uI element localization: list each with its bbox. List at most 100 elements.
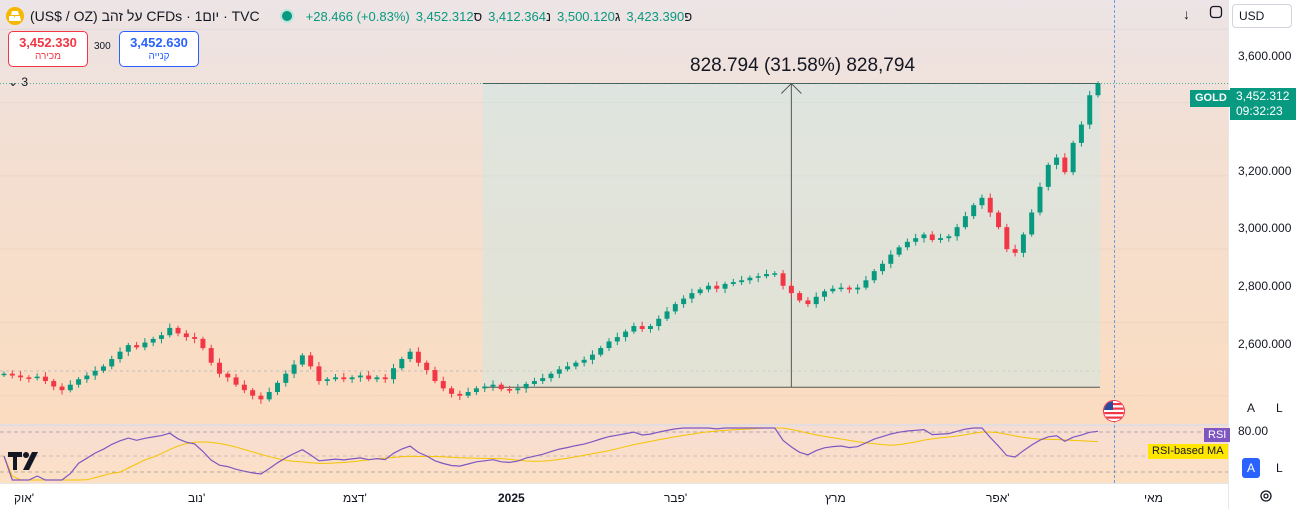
rsi-tag: RSI xyxy=(1204,428,1231,442)
candlestick-chart[interactable] xyxy=(0,0,1228,483)
candle xyxy=(1029,212,1035,235)
candle xyxy=(1020,234,1026,253)
candle xyxy=(822,291,827,297)
candle xyxy=(473,388,479,393)
crosshair-vertical xyxy=(1114,0,1115,483)
candle xyxy=(540,378,546,382)
candle xyxy=(34,376,40,379)
candle xyxy=(333,377,339,380)
fullscreen-icon[interactable] xyxy=(1209,5,1223,22)
candle xyxy=(921,234,927,239)
indicators-count: 3 xyxy=(21,75,29,89)
candle xyxy=(158,335,164,339)
candle xyxy=(573,362,579,367)
candle xyxy=(647,326,653,330)
time-label: מרץ xyxy=(825,491,846,505)
candle xyxy=(672,304,678,312)
open-value: 3,423.390 xyxy=(626,8,685,24)
candle xyxy=(76,379,82,385)
candle xyxy=(283,373,289,383)
pane-separator[interactable] xyxy=(0,424,1300,426)
candle xyxy=(432,370,438,382)
low-value: 3,412.364 xyxy=(488,8,546,24)
buy-button[interactable]: 3,452.630 קנייה xyxy=(119,31,199,67)
price-label: 3,200.000 xyxy=(1238,164,1292,178)
download-icon[interactable]: ↓ xyxy=(1183,6,1190,22)
candle xyxy=(788,285,794,294)
candle xyxy=(258,395,264,400)
candle xyxy=(134,345,140,348)
candle xyxy=(498,384,504,390)
symbol-title[interactable]: (US$ / OZ) על זהב CFDs · 1יום · TVC xyxy=(30,8,260,24)
candle xyxy=(780,273,786,286)
candle xyxy=(84,375,90,380)
candle xyxy=(1078,124,1084,143)
candle xyxy=(548,373,554,379)
candle xyxy=(357,375,363,378)
rsi-auto-scale-button[interactable]: A xyxy=(1242,458,1260,478)
indicators-toggle[interactable]: ⌄ 3 xyxy=(8,75,28,89)
candle xyxy=(142,342,148,348)
candle xyxy=(623,331,629,338)
candle xyxy=(639,326,645,330)
candle xyxy=(266,392,272,400)
price-label: 2,600.000 xyxy=(1238,337,1292,351)
rsi-line xyxy=(3,427,1099,481)
time-label: מאי xyxy=(1144,491,1163,505)
candle xyxy=(109,359,115,367)
candle xyxy=(929,234,935,240)
candle xyxy=(515,388,521,391)
tradingview-logo[interactable] xyxy=(8,452,42,475)
candle xyxy=(324,379,330,382)
sell-button[interactable]: 3,452.330 מכירה xyxy=(8,31,88,67)
candle xyxy=(382,377,388,380)
candle xyxy=(183,333,189,338)
candle xyxy=(482,386,488,389)
candle xyxy=(117,351,123,360)
currency-select[interactable]: USD xyxy=(1232,4,1292,28)
candle xyxy=(9,373,15,376)
candle xyxy=(125,345,131,352)
time-axis[interactable] xyxy=(0,483,1228,509)
candle xyxy=(341,377,347,380)
candle xyxy=(880,263,886,272)
price-axis[interactable] xyxy=(1228,0,1300,509)
candle xyxy=(407,351,413,360)
ohlc-high: 3,500.120ג xyxy=(557,9,620,24)
candle xyxy=(1004,227,1010,250)
market-open-icon xyxy=(279,9,294,23)
rsi-ma-tag: RSI-based MA xyxy=(1148,444,1228,459)
symbol-header: (US$ / OZ) על זהב CFDs · 1יום · TVC +28.… xyxy=(6,6,692,26)
candle xyxy=(681,298,687,305)
ohlc-open: פ3,423.390 xyxy=(626,9,692,24)
candle xyxy=(175,327,181,334)
candle xyxy=(391,368,397,380)
candle xyxy=(614,337,620,342)
chevron-down-icon: ⌄ xyxy=(8,75,19,89)
log-scale-button[interactable]: L xyxy=(1276,401,1283,415)
rsi-log-scale-button[interactable]: L xyxy=(1276,461,1283,475)
candle xyxy=(308,355,314,367)
sell-label: מכירה xyxy=(34,51,62,62)
candle xyxy=(705,285,711,290)
candle xyxy=(772,273,778,275)
auto-scale-button[interactable]: A xyxy=(1247,401,1256,415)
candle xyxy=(457,393,463,396)
candle xyxy=(664,311,670,319)
candle xyxy=(374,377,380,380)
candle xyxy=(465,392,471,396)
settings-gear-icon[interactable] xyxy=(1259,489,1273,506)
price-change: +28.466 (+0.83%) xyxy=(305,8,410,24)
price-label: 3,600.000 xyxy=(1238,49,1292,63)
high-value: 3,500.120 xyxy=(557,8,615,24)
candle xyxy=(51,381,57,387)
candle xyxy=(656,318,662,327)
ohlc-close: 3,452.312ס xyxy=(416,9,482,24)
candle xyxy=(1,373,7,376)
us-flag-icon[interactable] xyxy=(1103,400,1125,422)
candle xyxy=(1095,83,1101,96)
symbol-tag: GOLD xyxy=(1190,90,1232,107)
candle xyxy=(241,384,247,391)
candle xyxy=(565,366,571,370)
candle xyxy=(739,280,745,283)
